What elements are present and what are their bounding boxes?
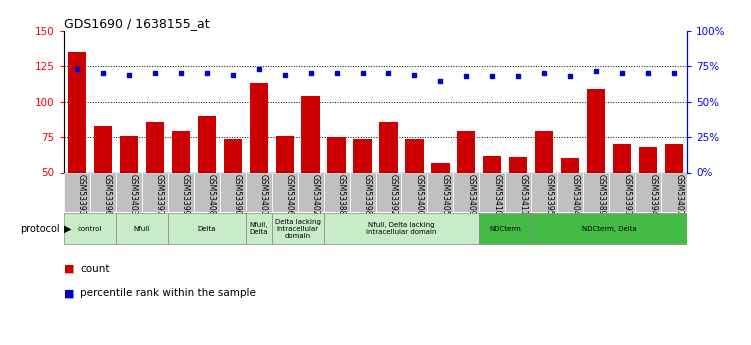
Text: GSM53399: GSM53399 [181,175,190,216]
Bar [198,116,216,243]
Bar [661,172,687,212]
Bar [584,172,609,212]
Bar [532,172,557,212]
Text: ■: ■ [64,288,74,298]
Text: GSM53390: GSM53390 [233,175,242,216]
Text: NDCterm, Delta: NDCterm, Delta [582,226,637,231]
Text: count: count [80,264,110,274]
Bar [557,172,584,212]
Bar [349,172,376,212]
Bar [479,172,505,212]
Text: Nfull, Delta lacking
intracellular domain: Nfull, Delta lacking intracellular domai… [366,222,437,235]
Bar [246,213,272,244]
Bar [167,213,246,244]
Bar [402,172,427,212]
Bar [276,136,294,243]
Bar [406,139,424,243]
Bar [354,139,372,243]
Text: GSM53396: GSM53396 [103,175,112,216]
Text: NDCterm: NDCterm [490,226,521,231]
Text: GSM53404: GSM53404 [570,175,579,216]
Bar [532,213,687,244]
Bar [220,172,246,212]
Text: GSM53406: GSM53406 [285,175,294,216]
Bar [509,157,527,243]
Text: ▶: ▶ [64,224,71,234]
Text: control: control [77,226,102,231]
Bar [224,139,242,243]
Text: percentile rank within the sample: percentile rank within the sample [80,288,256,298]
Text: GSM53392: GSM53392 [388,175,397,216]
Text: Delta: Delta [198,226,216,231]
Bar [272,172,297,212]
Text: Nfull,
Delta: Nfull, Delta [249,222,268,235]
Bar [379,121,397,243]
Bar [116,213,167,244]
Bar [587,89,605,243]
Bar [68,52,86,243]
Bar [194,172,220,212]
Bar [327,137,345,243]
Text: GSM53409: GSM53409 [466,175,475,216]
Text: GSM53410: GSM53410 [493,175,502,216]
Bar [457,131,475,243]
Text: GSM53398: GSM53398 [363,175,372,216]
Bar [324,172,349,212]
Bar [172,131,190,243]
Bar [119,136,138,243]
Text: GSM53411: GSM53411 [518,175,527,216]
Bar [90,172,116,212]
Bar [454,172,479,212]
Text: Delta lacking
intracellular
domain: Delta lacking intracellular domain [275,219,321,238]
Bar [427,172,454,212]
Bar [665,144,683,243]
Bar [635,172,661,212]
Bar [116,172,142,212]
Bar [167,172,194,212]
Bar [324,213,479,244]
Text: protocol: protocol [20,224,60,234]
Text: ■: ■ [64,264,74,274]
Bar [301,96,320,243]
Bar [613,144,632,243]
Bar [484,156,502,243]
Bar [272,213,324,244]
Text: GDS1690 / 1638155_at: GDS1690 / 1638155_at [64,17,210,30]
Text: Nfull: Nfull [134,226,150,231]
Text: GSM53394: GSM53394 [648,175,657,216]
Bar [376,172,402,212]
Text: GSM53389: GSM53389 [596,175,605,216]
Text: GSM53402: GSM53402 [311,175,320,216]
Text: GSM53401: GSM53401 [258,175,267,216]
Text: GSM53403: GSM53403 [128,175,137,216]
Bar [246,172,272,212]
Text: GSM53405: GSM53405 [440,175,449,216]
Bar [479,213,532,244]
Bar [561,158,579,243]
Text: GSM53391: GSM53391 [623,175,632,216]
Bar [249,83,267,243]
Bar [297,172,324,212]
Text: GSM53388: GSM53388 [336,175,345,216]
Bar [64,213,116,244]
Text: GSM53395: GSM53395 [544,175,553,216]
Bar [431,162,450,243]
Text: GSM53407: GSM53407 [674,175,683,216]
Bar [64,172,90,212]
Bar [94,126,112,243]
Text: GSM53393: GSM53393 [77,175,86,216]
Bar [609,172,635,212]
Bar [535,131,553,243]
Text: GSM53408: GSM53408 [207,175,216,216]
Bar [142,172,167,212]
Bar [639,147,657,243]
Bar [146,121,164,243]
Text: GSM53400: GSM53400 [415,175,424,216]
Bar [505,172,532,212]
Text: GSM53397: GSM53397 [155,175,164,216]
